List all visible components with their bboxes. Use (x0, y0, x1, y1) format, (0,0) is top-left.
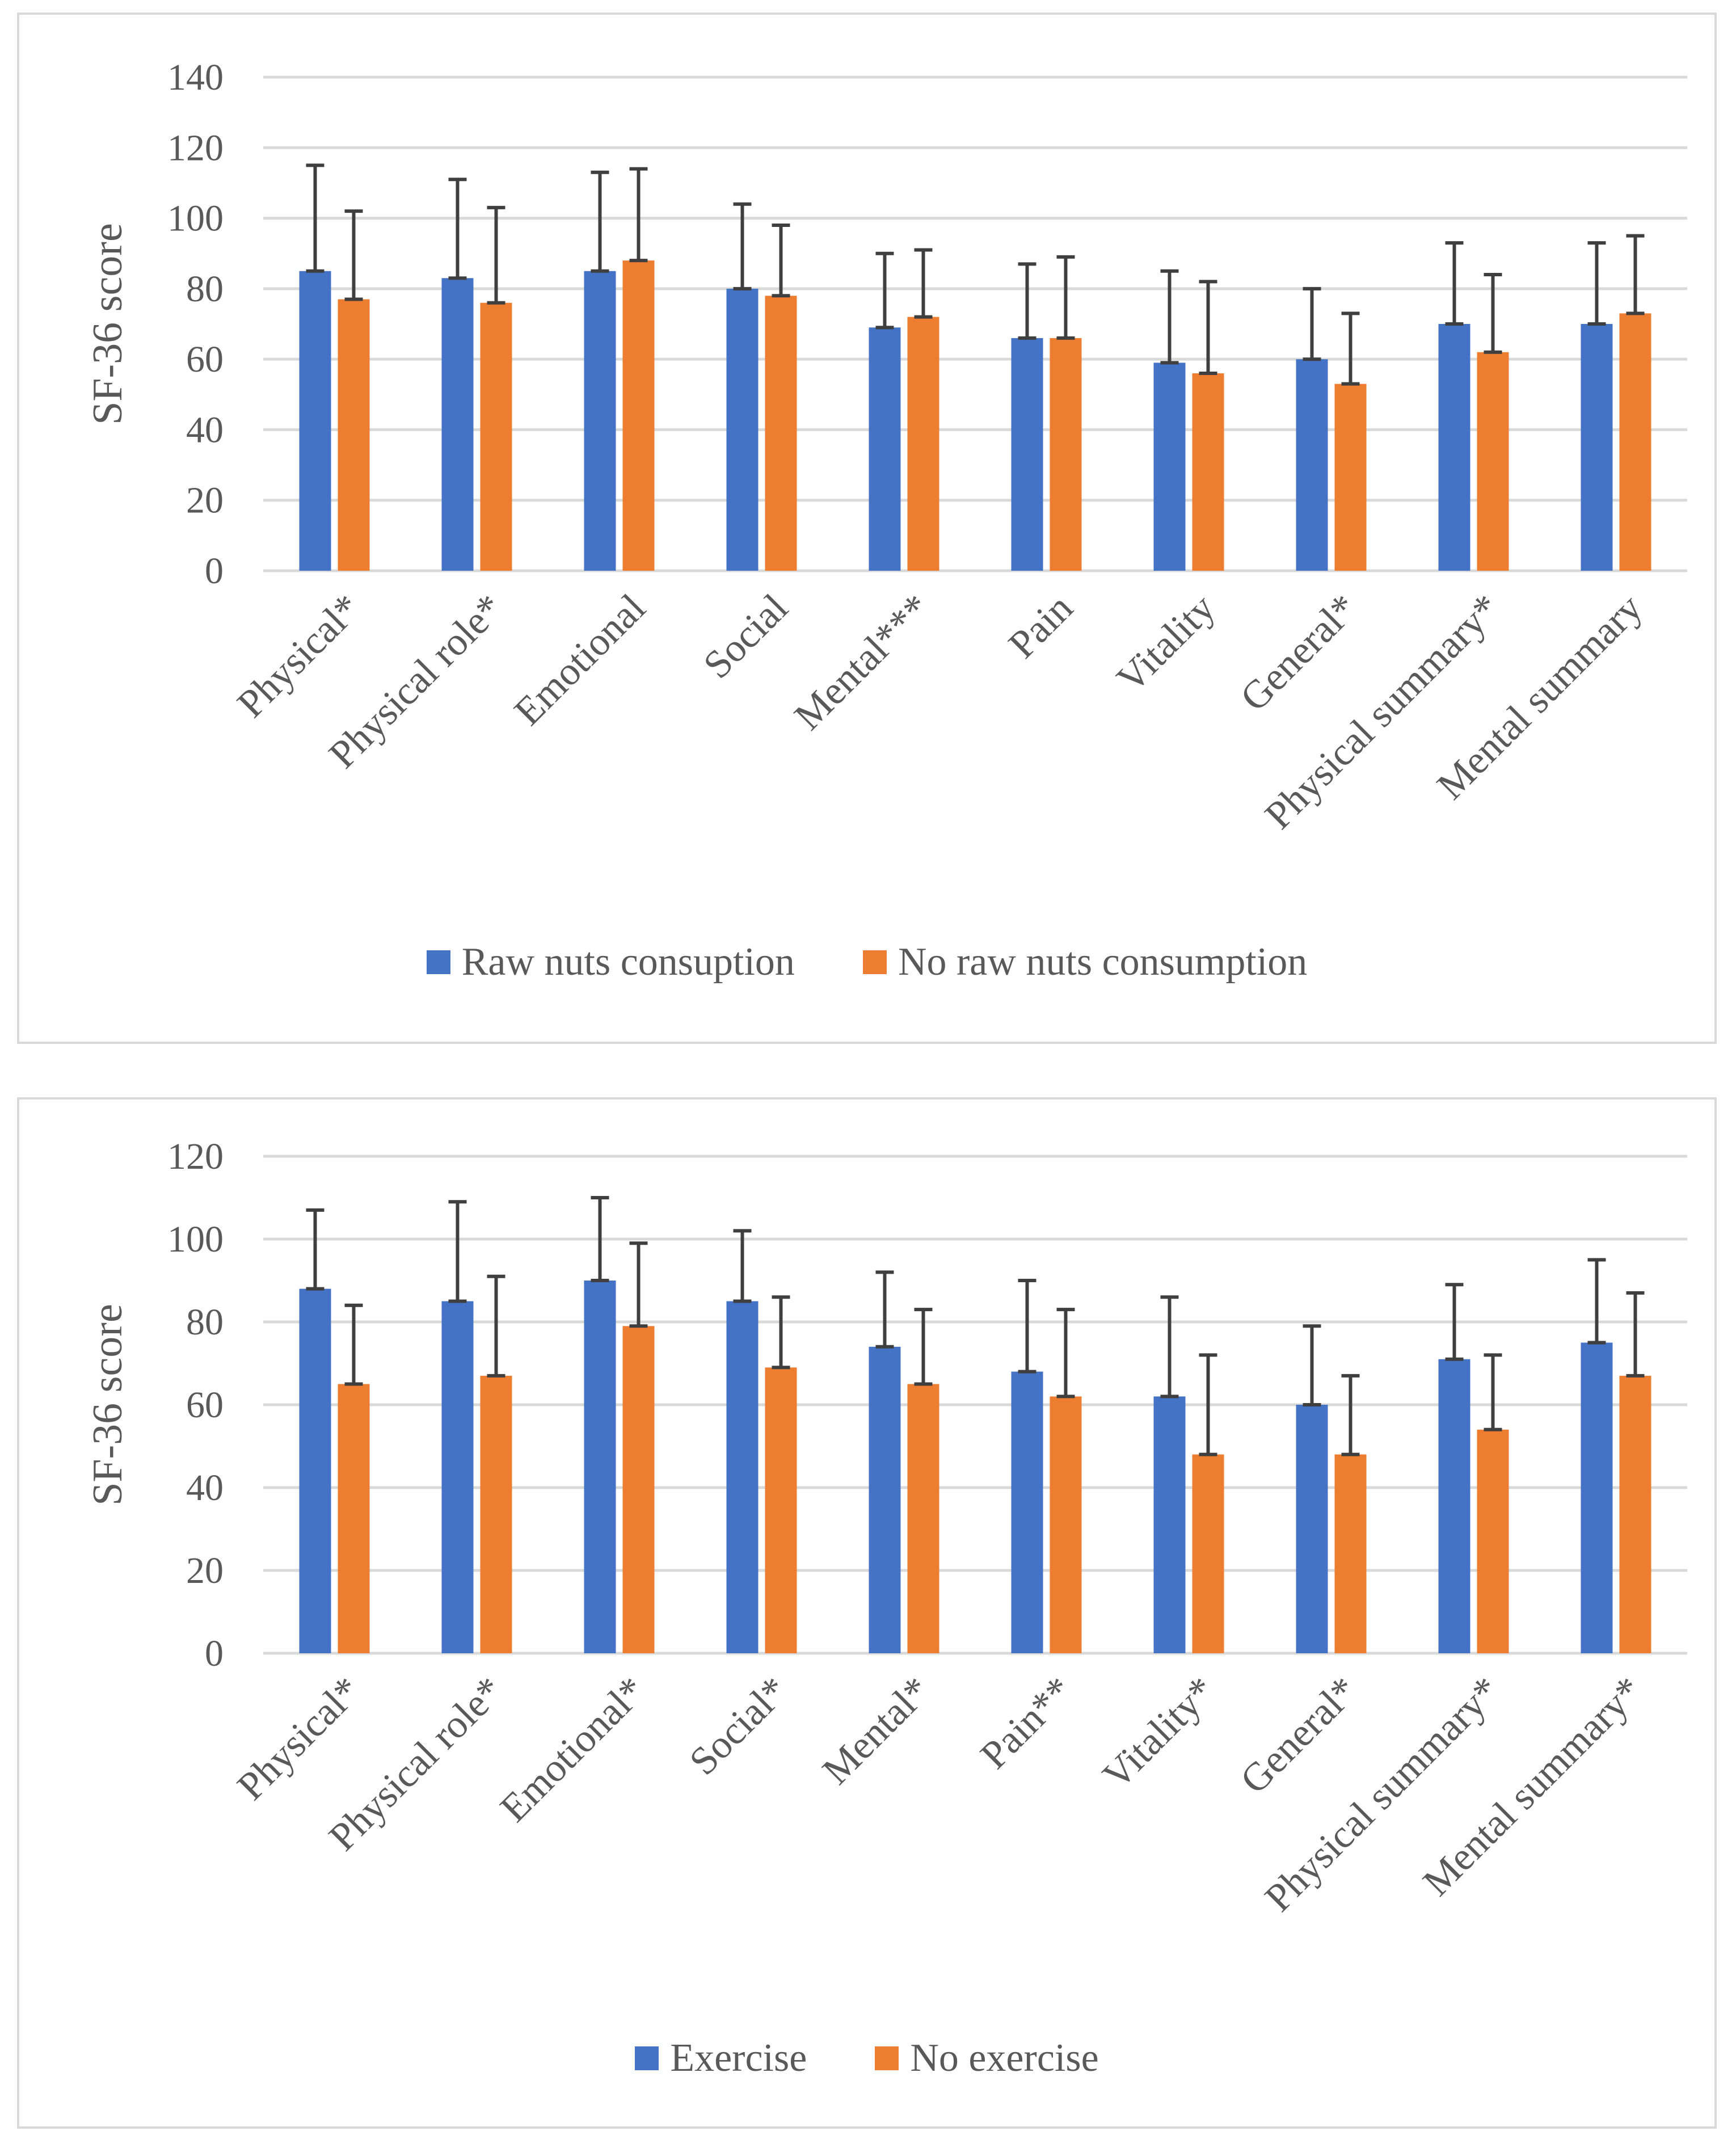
y-tick-label-100: 100 (167, 198, 224, 239)
y-tick-label-40: 40 (186, 409, 224, 450)
x-tick-label-pain: Pain (1000, 586, 1081, 667)
y-tick-label-20: 20 (186, 1550, 224, 1591)
bar-exercise-emotional (584, 1280, 616, 1653)
bar-exercise-pain (1011, 1371, 1043, 1653)
legend-swatch-no-exercise (875, 2046, 899, 2070)
bar-exercise-social (726, 1301, 759, 1653)
bar-no-exercise-emotional (622, 1326, 655, 1653)
legend-item-exercise: Exercise (635, 2036, 807, 2081)
x-tick-label-mental: Mental* (814, 1669, 938, 1793)
legend-exercise: Exercise No exercise (19, 2036, 1714, 2081)
bar-exercise-physical-summary (1438, 1359, 1470, 1653)
x-tick-label-pain: Pain** (972, 1669, 1081, 1777)
bar-no-raw-nuts-consumption-physical-summary (1477, 352, 1509, 571)
bar-no-raw-nuts-consumption-mental-summary (1619, 313, 1651, 571)
bar-raw-nuts-consuption-vitality (1153, 363, 1186, 571)
bar-raw-nuts-consuption-general (1296, 359, 1328, 571)
y-tick-label-80: 80 (186, 1301, 224, 1343)
y-tick-label-20: 20 (186, 480, 224, 521)
bar-exercise-general (1296, 1405, 1328, 1653)
y-tick-label-40: 40 (186, 1467, 224, 1509)
legend-raw-nuts: Raw nuts consuption No raw nuts consumpt… (19, 940, 1714, 985)
y-axis-title: SF-36 score (85, 223, 131, 425)
y-tick-label-120: 120 (167, 127, 224, 169)
bar-no-raw-nuts-consumption-social (765, 296, 797, 571)
chart-panel-raw-nuts: 0 20 40 60 80 100 120 140 SF-36 score Physical* Ph… (17, 12, 1717, 1044)
bar-raw-nuts-consuption-mental (869, 327, 901, 571)
bar-no-exercise-physical (338, 1384, 370, 1653)
bar-no-raw-nuts-consumption-general (1334, 384, 1367, 571)
bar-no-exercise-vitality (1192, 1454, 1224, 1653)
y-tick-label-140: 140 (167, 57, 224, 98)
x-tick-label-physical-summary: Physical summary* (1257, 586, 1509, 838)
bar-no-exercise-social (765, 1367, 797, 1653)
bar-no-exercise-mental-summary (1619, 1375, 1651, 1653)
y-tick-label-60: 60 (186, 1384, 224, 1426)
legend-label-no-raw-nuts: No raw nuts consumption (898, 940, 1308, 984)
bar-raw-nuts-consuption-mental-summary (1581, 324, 1613, 571)
bar-no-raw-nuts-consumption-vitality (1192, 373, 1224, 571)
y-tick-label-120: 120 (167, 1136, 224, 1177)
x-tick-label-social: Social* (681, 1669, 797, 1784)
bar-chart-raw-nuts: 0 20 40 60 80 100 120 140 SF-36 score Physical* Ph… (85, 57, 1687, 838)
x-tick-label-physical: Physical* (229, 586, 369, 726)
y-tick-label-0: 0 (205, 1633, 224, 1674)
bar-no-exercise-physical-role (480, 1375, 512, 1653)
bar-no-exercise-pain (1050, 1396, 1082, 1653)
x-tick-label-emotional: Emotional (506, 586, 654, 734)
bar-no-raw-nuts-consumption-physical-role (480, 302, 512, 571)
legend-label-no-exercise: No exercise (910, 2036, 1099, 2080)
legend-item-raw-nuts: Raw nuts consuption (426, 940, 795, 985)
bar-no-raw-nuts-consumption-pain (1050, 338, 1082, 571)
bar-no-exercise-mental (907, 1384, 939, 1653)
x-tick-label-mental: Mental*** (786, 586, 939, 739)
bar-raw-nuts-consuption-pain (1011, 338, 1043, 571)
legend-item-no-raw-nuts: No raw nuts consumption (862, 940, 1308, 985)
bar-no-raw-nuts-consumption-physical (338, 299, 370, 571)
x-tick-label-physical: Physical* (229, 1669, 369, 1809)
chart-panel-exercise: 0 20 40 60 80 100 120 SF-36 score Physical* Physi… (17, 1097, 1717, 2129)
x-tick-label-physical-summary: Physical summary* (1257, 1669, 1509, 1920)
legend-swatch-raw-nuts (426, 950, 450, 974)
bar-exercise-physical-role (441, 1301, 474, 1653)
legend-swatch-no-raw-nuts (862, 950, 887, 974)
x-tick-label-general: General* (1232, 1669, 1366, 1802)
bar-raw-nuts-consuption-physical (299, 271, 331, 571)
y-axis-title: SF-36 score (85, 1304, 131, 1506)
bar-no-exercise-physical-summary (1477, 1429, 1509, 1653)
x-tick-label-general: General* (1232, 586, 1366, 720)
x-tick-label-vitality: Vitality* (1094, 1669, 1223, 1797)
bar-exercise-physical (299, 1288, 331, 1653)
bar-exercise-mental (869, 1346, 901, 1653)
bar-no-exercise-general (1334, 1454, 1367, 1653)
y-tick-label-0: 0 (205, 550, 224, 592)
y-tick-label-100: 100 (167, 1219, 224, 1260)
bar-no-raw-nuts-consumption-emotional (622, 260, 655, 571)
y-tick-label-60: 60 (186, 339, 224, 380)
bar-exercise-mental-summary (1581, 1342, 1613, 1653)
x-tick-label-vitality: Vitality (1109, 586, 1224, 701)
y-tick-label-80: 80 (186, 268, 224, 310)
bar-chart-exercise: 0 20 40 60 80 100 120 SF-36 score Physical* Physi… (85, 1136, 1687, 1920)
legend-label-exercise: Exercise (670, 2036, 807, 2080)
bar-raw-nuts-consuption-emotional (584, 271, 616, 571)
bar-raw-nuts-consuption-physical-summary (1438, 324, 1470, 571)
bar-raw-nuts-consuption-social (726, 288, 759, 571)
bar-exercise-vitality (1153, 1396, 1186, 1653)
bar-raw-nuts-consuption-physical-role (441, 278, 474, 571)
legend-item-no-exercise: No exercise (875, 2036, 1099, 2081)
x-tick-label-emotional: Emotional* (492, 1669, 654, 1830)
legend-swatch-exercise (635, 2046, 659, 2070)
bar-no-raw-nuts-consumption-mental (907, 317, 939, 571)
x-tick-label-social: Social (696, 586, 797, 687)
legend-label-raw-nuts: Raw nuts consuption (461, 940, 795, 984)
